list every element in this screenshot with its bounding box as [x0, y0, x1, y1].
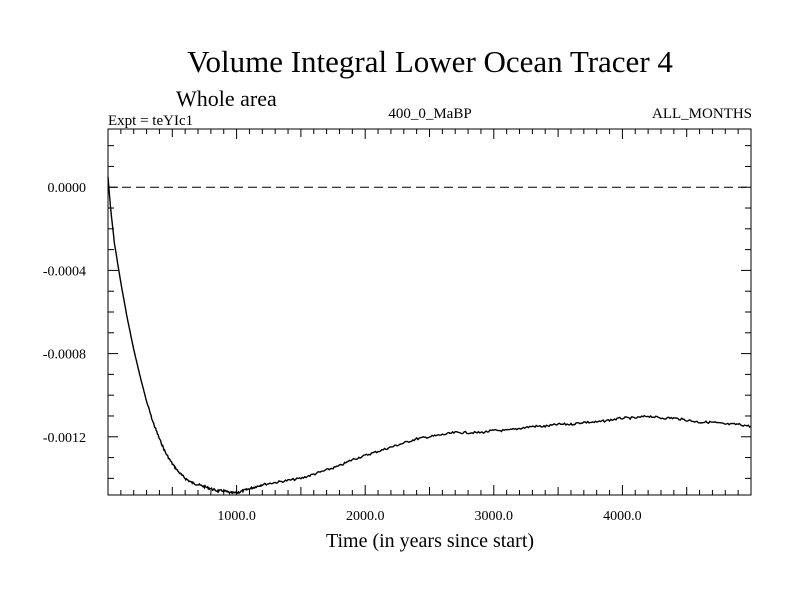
plot-frame: [107, 128, 752, 496]
y-tick-label: 0.0000: [48, 181, 87, 196]
series-line-0: [107, 176, 752, 496]
y-tick-label: -0.0008: [43, 348, 86, 363]
x-tick-label: 1000.0: [217, 509, 256, 524]
chart-subtitle: Whole area: [176, 86, 277, 111]
y-tick-label: -0.0012: [43, 431, 86, 446]
months-label: ALL_MONTHS: [652, 106, 752, 122]
expt-label: Expt = teYIc1: [108, 113, 193, 129]
period-label: 400_0_MaBP: [388, 106, 471, 122]
chart-title: Volume Integral Lower Ocean Tracer 4: [187, 44, 673, 79]
x-tick-label: 2000.0: [346, 509, 385, 524]
x-tick-label: 4000.0: [603, 509, 642, 524]
x-tick-label: 3000.0: [475, 509, 514, 524]
y-tick-label: -0.0004: [43, 264, 86, 279]
x-axis-label: Time (in years since start): [326, 530, 534, 552]
tick-labels-layer: 0.0000 -0.0004 -0.0008 -0.0012 1000.0 2000.0 3…: [43, 181, 642, 524]
plot-layer: [107, 176, 752, 496]
ticks-layer: [108, 129, 751, 495]
